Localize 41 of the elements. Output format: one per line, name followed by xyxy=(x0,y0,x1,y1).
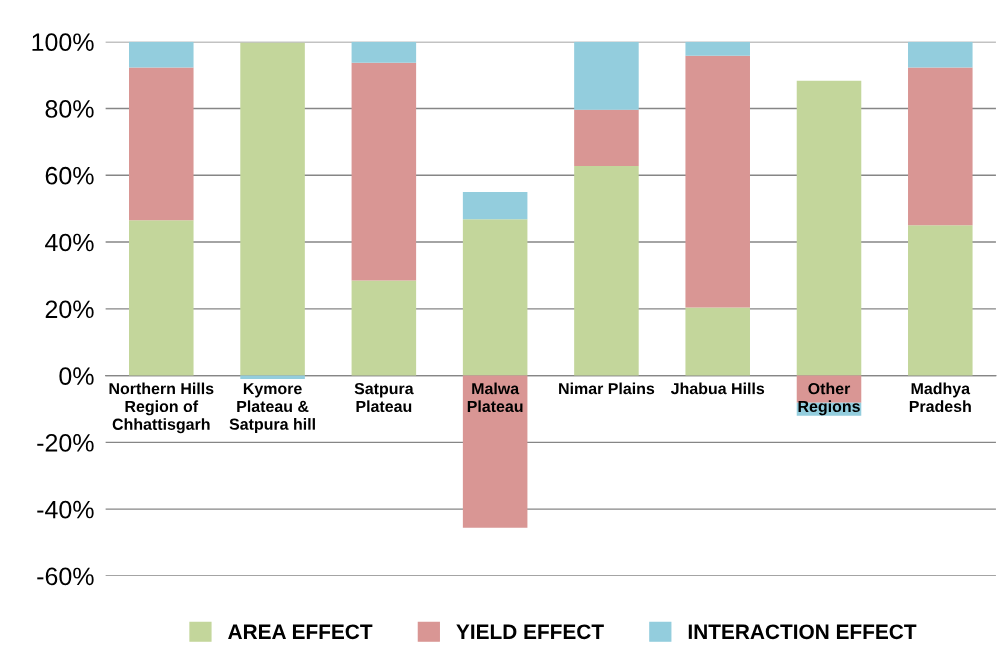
bar xyxy=(129,41,194,68)
x-tick-label: Other Regions xyxy=(798,382,860,416)
bar xyxy=(574,165,639,376)
bar xyxy=(685,41,750,56)
x-tick-label: Malwa Plateau xyxy=(467,382,523,413)
bar xyxy=(908,41,973,68)
x-tick-label: Madhya Pradesh xyxy=(909,382,971,413)
bar xyxy=(462,375,528,528)
legend-label: AREA EFFECT xyxy=(228,624,373,640)
bar xyxy=(351,41,417,63)
y-tick-label: 100% xyxy=(32,33,94,52)
x-tick-label: Kymore Plateau & Satpura hill xyxy=(229,383,315,433)
bar xyxy=(574,41,639,110)
y-tick-label: 80% xyxy=(45,100,94,118)
y-tick-label: 60% xyxy=(45,166,94,185)
bar xyxy=(685,307,750,376)
bar xyxy=(351,62,417,281)
bar xyxy=(351,280,417,376)
bar xyxy=(240,375,305,379)
bar xyxy=(685,55,750,308)
y-tick-label: 20% xyxy=(45,300,94,319)
y-tick-label: -40% xyxy=(37,500,94,519)
bar xyxy=(129,67,194,221)
bar xyxy=(462,219,528,376)
x-tick-label: Satpura Plateau xyxy=(354,382,414,413)
bar xyxy=(796,80,862,376)
y-tick-label: -20% xyxy=(37,433,94,452)
bar xyxy=(908,225,973,376)
bar xyxy=(908,67,973,226)
y-tick-label: 40% xyxy=(45,233,94,252)
legend-label: INTERACTION EFFECT xyxy=(688,624,917,640)
x-tick-label: Northern Hills Region of Chhattisgarh xyxy=(109,382,214,434)
x-tick-label: Jhabua Hills xyxy=(670,382,765,395)
bar xyxy=(240,42,305,376)
x-tick-label: Nimar Plains xyxy=(559,382,655,395)
bar xyxy=(129,220,194,376)
bar xyxy=(462,191,528,220)
y-tick-label: -60% xyxy=(37,567,94,586)
y-tick-label: 0% xyxy=(59,367,94,385)
legend-label: YIELD EFFECT xyxy=(456,624,604,640)
bar xyxy=(574,109,639,166)
